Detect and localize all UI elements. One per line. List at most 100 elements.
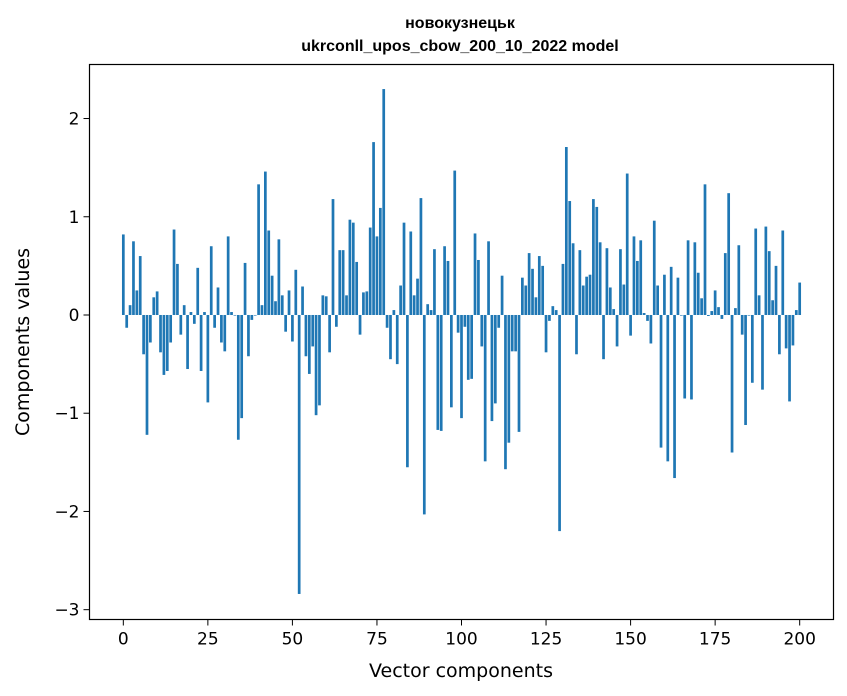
bar-148 [622, 284, 626, 315]
bar-171 [700, 298, 703, 315]
y-tick-label: −1 [54, 404, 79, 424]
bar-200 [798, 282, 802, 315]
bar-123 [537, 256, 541, 315]
x-tick-label: 75 [366, 630, 388, 650]
y-axis-label: Components values [12, 248, 34, 436]
bar-115 [510, 314, 514, 352]
bar-64 [338, 250, 342, 315]
bar-74 [372, 142, 375, 315]
x-axis-label: Vector components [369, 660, 553, 682]
bar-17 [179, 314, 183, 335]
bar-178 [723, 253, 727, 315]
bar-12 [162, 314, 166, 375]
bar-84 [406, 314, 409, 468]
bar-129 [558, 314, 561, 532]
bar-43 [267, 230, 271, 315]
bar-22 [196, 267, 200, 315]
bar-47 [280, 295, 284, 315]
bar-157 [652, 220, 656, 315]
bar-183 [740, 314, 744, 335]
bar-36 [243, 262, 247, 315]
bar-112 [500, 275, 504, 315]
y-tick-label: −2 [54, 502, 79, 522]
bar-93 [436, 314, 440, 430]
bar-58 [318, 314, 321, 406]
bar-9 [152, 297, 156, 315]
bar-104 [473, 233, 477, 315]
bar-60 [324, 296, 328, 315]
bar-69 [355, 261, 359, 315]
bar-78 [385, 314, 389, 328]
bar-137 [585, 276, 588, 315]
bar-113 [504, 314, 507, 470]
bar-191 [767, 251, 771, 315]
bar-23 [199, 314, 203, 371]
bar-100 [460, 314, 463, 419]
y-axis-ticks: −3 −2 −1 0 1 2 [54, 110, 90, 621]
bar-30 [223, 314, 227, 352]
bar-39 [253, 314, 257, 316]
bar-34 [236, 314, 240, 440]
x-tick-label: 125 [530, 630, 562, 650]
bar-162 [669, 266, 673, 315]
bar-44 [270, 275, 274, 315]
bar-117 [517, 314, 521, 432]
bar-163 [673, 314, 676, 479]
bar-71 [362, 292, 365, 315]
bar-136 [581, 285, 585, 315]
bar-13 [165, 314, 169, 371]
bar-19 [186, 314, 189, 370]
bar-88 [419, 198, 423, 315]
bar-79 [389, 314, 392, 360]
bar-3 [132, 241, 135, 315]
bar-149 [625, 173, 629, 315]
bar-101 [463, 314, 467, 327]
bar-65 [341, 250, 345, 315]
bar-55 [307, 314, 311, 374]
bar-16 [176, 263, 179, 315]
bar-190 [764, 226, 768, 315]
bar-52 [297, 314, 301, 594]
bar-173 [707, 314, 710, 316]
bar-125 [544, 314, 548, 353]
bar-57 [314, 314, 318, 416]
bar-2 [128, 305, 132, 315]
bar-140 [595, 206, 599, 315]
bar-86 [412, 295, 416, 315]
bar-174 [710, 311, 714, 315]
bar-72 [365, 291, 369, 315]
bar-118 [521, 277, 524, 315]
bar-199 [794, 310, 798, 315]
bar-154 [642, 313, 646, 315]
bar-127 [551, 306, 555, 315]
bar-138 [588, 274, 592, 315]
bar-130 [561, 263, 565, 315]
bar-153 [639, 240, 643, 315]
bar-121 [531, 268, 534, 315]
bar-158 [656, 285, 659, 315]
bar-161 [666, 314, 670, 462]
bar-103 [470, 314, 473, 379]
bar-105 [477, 259, 480, 315]
bar-194 [778, 314, 781, 355]
bar-167 [686, 240, 690, 315]
bar-91 [429, 310, 433, 315]
bar-73 [368, 227, 372, 315]
bar-68 [351, 222, 355, 315]
bar-146 [615, 314, 619, 347]
bar-6 [142, 314, 145, 355]
bar-59 [321, 295, 325, 315]
bar-176 [717, 307, 720, 315]
bar-46 [277, 239, 281, 315]
bar-82 [399, 285, 402, 315]
bar-87 [416, 278, 419, 315]
bar-131 [564, 147, 568, 315]
bar-166 [683, 314, 687, 399]
bar-92 [433, 249, 436, 315]
bar-147 [619, 249, 622, 315]
bar-77 [382, 89, 386, 315]
bar-41 [260, 305, 264, 315]
bar-156 [649, 314, 653, 344]
bar-49 [287, 290, 291, 315]
x-tick-label: 50 [282, 630, 304, 650]
